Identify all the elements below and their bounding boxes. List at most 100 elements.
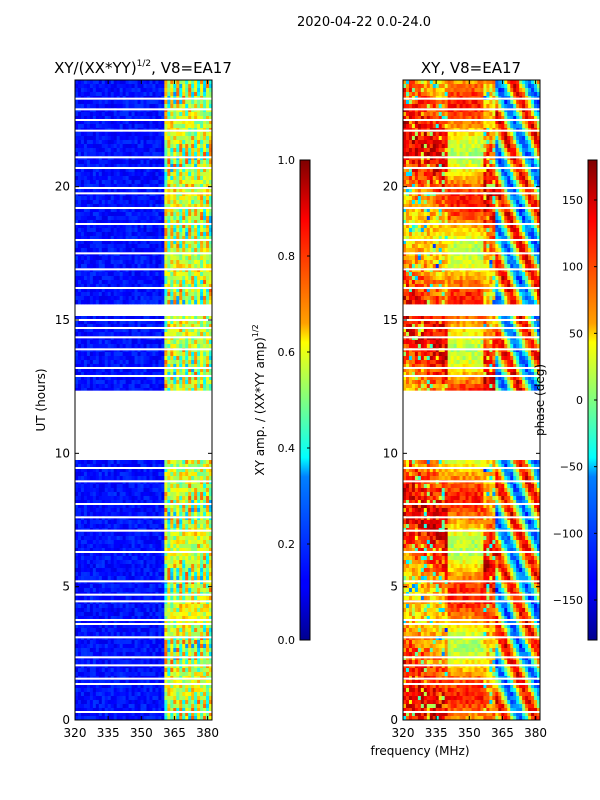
- heatmap-cell: [128, 280, 132, 285]
- heatmap-cell: [188, 340, 192, 345]
- heatmap-cell: [188, 356, 192, 361]
- heatmap-cell: [116, 544, 121, 549]
- heatmap-cell: [170, 188, 174, 193]
- heatmap-cell: [128, 292, 132, 297]
- heatmap-cell: [209, 208, 212, 213]
- heatmap-cell: [185, 524, 189, 529]
- heatmap-cell: [176, 264, 180, 269]
- heatmap-cell: [125, 520, 130, 525]
- heatmap-cell: [164, 568, 168, 573]
- heatmap-cell: [146, 464, 150, 469]
- heatmap-cell: [104, 484, 109, 489]
- heatmap-cell: [95, 172, 100, 177]
- heatmap-cell: [155, 552, 159, 557]
- heatmap-cell: [161, 544, 165, 549]
- heatmap-cell: [77, 484, 82, 489]
- heatmap-cell: [209, 148, 212, 153]
- heatmap-cell: [179, 180, 183, 185]
- heatmap-cell: [119, 172, 124, 177]
- heatmap-cell: [95, 204, 100, 209]
- heatmap-cell: [122, 256, 127, 261]
- heatmap-cell: [161, 208, 165, 213]
- heatmap-cell: [116, 476, 121, 481]
- heatmap-cell: [104, 120, 109, 125]
- heatmap-cell: [200, 240, 204, 245]
- heatmap-cell: [131, 176, 135, 181]
- heatmap-cell: [128, 332, 132, 337]
- heatmap-cell: [140, 360, 144, 365]
- heatmap-cell: [128, 560, 132, 565]
- heatmap-cell: [164, 148, 168, 153]
- heatmap-cell: [158, 556, 162, 561]
- heatmap-cell: [104, 244, 109, 249]
- heatmap-cell: [173, 200, 177, 205]
- heatmap-cell: [173, 148, 177, 153]
- heatmap-cell: [75, 504, 79, 509]
- heatmap-cell: [182, 328, 186, 333]
- heatmap-cell: [155, 168, 159, 173]
- heatmap-cell: [98, 536, 103, 541]
- heatmap-cell: [116, 388, 121, 393]
- heatmap-cell: [131, 240, 135, 245]
- heatmap-cell: [128, 576, 132, 581]
- heatmap-cell: [104, 236, 109, 241]
- heatmap-cell: [203, 100, 207, 105]
- heatmap-cell: [158, 344, 162, 349]
- heatmap-cell: [188, 208, 192, 213]
- heatmap-cell: [146, 564, 150, 569]
- heatmap-cell: [203, 464, 207, 469]
- heatmap-cell: [164, 284, 168, 289]
- heatmap-cell: [113, 124, 118, 129]
- heatmap-cell: [167, 380, 171, 385]
- heatmap-cell: [146, 488, 150, 493]
- heatmap-cell: [173, 244, 177, 249]
- heatmap-cell: [209, 84, 212, 89]
- heatmap-cell: [179, 460, 183, 465]
- heatmap-cell: [188, 152, 192, 157]
- heatmap-cell: [185, 212, 189, 217]
- heatmap-cell: [131, 372, 135, 377]
- heatmap-cell: [191, 176, 195, 181]
- heatmap-cell: [209, 264, 212, 269]
- heatmap-cell: [155, 324, 159, 329]
- heatmap-cell: [137, 548, 141, 553]
- heatmap-cell: [113, 212, 118, 217]
- heatmap-cell: [164, 224, 168, 229]
- heatmap-cell: [176, 248, 180, 253]
- heatmap-cell: [200, 288, 204, 293]
- heatmap-cell: [101, 464, 106, 469]
- heatmap-cell: [75, 216, 79, 221]
- heatmap-cell: [98, 568, 103, 573]
- heatmap-cell: [170, 316, 174, 321]
- heatmap-cell: [170, 200, 174, 205]
- heatmap-cell: [197, 224, 201, 229]
- heatmap-cell: [101, 532, 106, 537]
- heatmap-cell: [140, 484, 144, 489]
- heatmap-cell: [191, 168, 195, 173]
- heatmap-cell: [75, 292, 79, 297]
- heatmap-cell: [167, 520, 171, 525]
- heatmap-cell: [80, 524, 85, 529]
- heatmap-cell: [134, 168, 138, 173]
- heatmap-cell: [182, 184, 186, 189]
- heatmap-cell: [89, 140, 94, 145]
- heatmap-cell: [158, 356, 162, 361]
- heatmap-cell: [149, 184, 153, 189]
- heatmap-cell: [134, 472, 138, 477]
- heatmap-cell: [110, 588, 115, 593]
- heatmap-cell: [89, 376, 94, 381]
- heatmap-cell: [194, 476, 198, 481]
- heatmap-cell: [170, 476, 174, 481]
- heatmap-cell: [188, 328, 192, 333]
- heatmap-cell: [77, 572, 82, 577]
- heatmap-cell: [185, 544, 189, 549]
- heatmap-cell: [152, 460, 156, 465]
- heatmap-cell: [185, 260, 189, 265]
- heatmap-cell: [101, 168, 106, 173]
- heatmap-cell: [161, 588, 165, 593]
- heatmap-cell: [92, 356, 97, 361]
- heatmap-cell: [134, 292, 138, 297]
- heatmap-cell: [137, 296, 141, 301]
- heatmap-cell: [149, 552, 153, 557]
- heatmap-cell: [155, 136, 159, 141]
